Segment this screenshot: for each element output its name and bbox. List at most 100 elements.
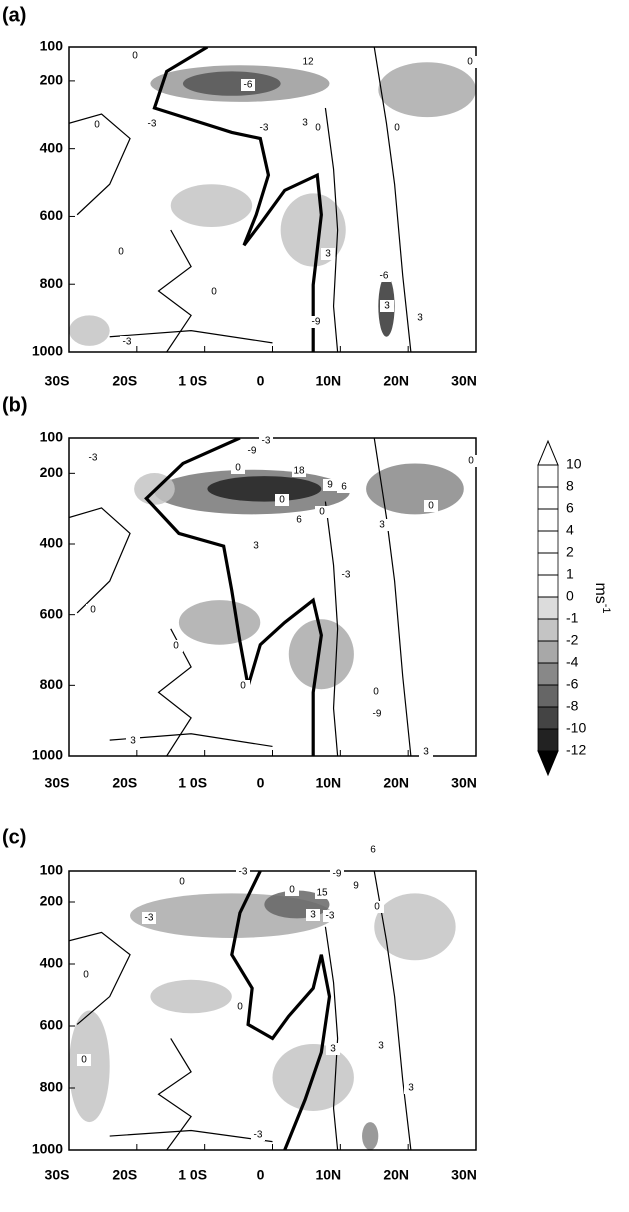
contour-label-bg — [292, 514, 306, 526]
x-tick-label: 20S — [112, 373, 137, 389]
contour-label-bg — [349, 880, 363, 892]
contour-label: 6 — [341, 482, 347, 493]
contour-line — [324, 501, 339, 756]
contour-label: 6 — [296, 515, 302, 526]
contour-label-bg — [330, 868, 344, 880]
contour-label: -3 — [239, 867, 248, 878]
contour-label-bg — [236, 866, 250, 878]
y-tick-label: 1000 — [32, 1141, 63, 1157]
contour-label-bg — [298, 117, 312, 129]
x-tick-label: 30N — [451, 373, 477, 389]
contour-label: -6 — [380, 271, 389, 282]
x-tick-label: 1 0S — [178, 775, 207, 791]
contour-label: 3 — [408, 1083, 414, 1094]
contour-label-bg — [309, 316, 323, 328]
colorbar-tick-label: -10 — [566, 720, 586, 736]
colorbar-box — [537, 596, 559, 620]
contour-label: 0 — [315, 123, 321, 134]
contour-label: 18 — [293, 466, 305, 477]
contour-label: 0 — [373, 687, 379, 698]
x-tick-label: 10N — [315, 373, 341, 389]
x-tick-label: 0 — [257, 373, 265, 389]
contour-label-bg — [86, 604, 100, 616]
colorbar-tick-label: 1 — [566, 566, 574, 582]
y-tick-label: 100 — [40, 862, 64, 878]
contour-label-bg — [126, 735, 140, 747]
contour-label: 12 — [302, 57, 314, 68]
contour-label-bg — [311, 122, 325, 134]
x-tick-label: 1 0S — [178, 373, 207, 389]
contour-line — [109, 330, 273, 344]
contour-label: 0 — [90, 605, 96, 616]
contour-label: 3 — [423, 747, 429, 758]
y-tick-label: 200 — [40, 72, 64, 88]
y-tick-label: 600 — [40, 605, 64, 621]
thick-contour — [152, 47, 323, 352]
colorbar-tick-label: 8 — [566, 478, 574, 494]
contour-label: 3 — [379, 520, 385, 531]
plot-area — [69, 871, 456, 1150]
contour-label-bg — [326, 1043, 340, 1055]
contour-label-bg — [464, 455, 478, 467]
shading — [178, 600, 261, 645]
y-tick-label: 200 — [40, 464, 64, 480]
contour-label: 3 — [417, 313, 423, 324]
colorbar-box — [537, 706, 559, 730]
contour-label: 3 — [310, 910, 316, 921]
contour-label: 0 — [94, 120, 100, 131]
colorbar-box — [537, 530, 559, 554]
contour-label-bg — [259, 435, 273, 447]
contour-label-bg — [301, 56, 315, 68]
contour-label: 3 — [378, 1041, 384, 1052]
colorbar-tick-label: 10 — [566, 456, 582, 472]
contour-label-bg — [292, 465, 306, 477]
x-tick-label: 20N — [383, 1167, 409, 1183]
contour-label: -3 — [262, 436, 271, 447]
x-tick-label: 30N — [451, 1167, 477, 1183]
contour-label-bg — [245, 445, 259, 457]
colorbar-tick-label: 4 — [566, 522, 574, 538]
contour-label-bg — [77, 1054, 91, 1066]
x-tick-label: 30S — [45, 775, 70, 791]
colorbar-unit: ms-1 — [592, 582, 612, 613]
contour-label: -3 — [148, 119, 157, 130]
contour-line — [373, 438, 412, 756]
x-tick-label: 1 0S — [178, 1167, 207, 1183]
x-tick-label: 30S — [45, 1167, 70, 1183]
contour-label-bg — [404, 1082, 418, 1094]
shading — [366, 463, 464, 515]
x-tick-label: 20N — [383, 373, 409, 389]
thick-contour — [144, 438, 323, 756]
contour-label-bg — [233, 1001, 247, 1013]
contour-label-bg — [120, 336, 134, 348]
contour-label: 3 — [325, 249, 331, 260]
colorbar-tick-label: 2 — [566, 544, 574, 560]
colorbar-tick-label: -2 — [566, 632, 579, 648]
contour-label-bg — [169, 640, 183, 652]
contour-label-bg — [257, 122, 271, 134]
contour-label-bg — [231, 462, 245, 474]
contour-label-bg — [145, 118, 159, 130]
contour-label: -6 — [244, 80, 253, 91]
contour-label-bg — [413, 312, 427, 324]
contour-label-bg — [463, 56, 477, 68]
shading — [182, 71, 281, 96]
colorbar-tick-label: -1 — [566, 610, 579, 626]
x-tick-label: 20S — [112, 1167, 137, 1183]
x-tick-label: 20N — [383, 775, 409, 791]
contour-label: -3 — [254, 1130, 263, 1141]
contour-line — [109, 1129, 273, 1143]
contour-label: 0 — [319, 507, 325, 518]
contour-label: 0 — [179, 877, 185, 888]
contour-line — [157, 1038, 192, 1150]
contour-label-bg — [236, 680, 250, 692]
contour-label-bg — [175, 876, 189, 888]
shading — [378, 62, 476, 118]
contour-label: 9 — [327, 480, 333, 491]
x-tick-label: 10N — [315, 1167, 341, 1183]
colorbar-tick-label: -4 — [566, 654, 579, 670]
contour-label-bg — [390, 122, 404, 134]
